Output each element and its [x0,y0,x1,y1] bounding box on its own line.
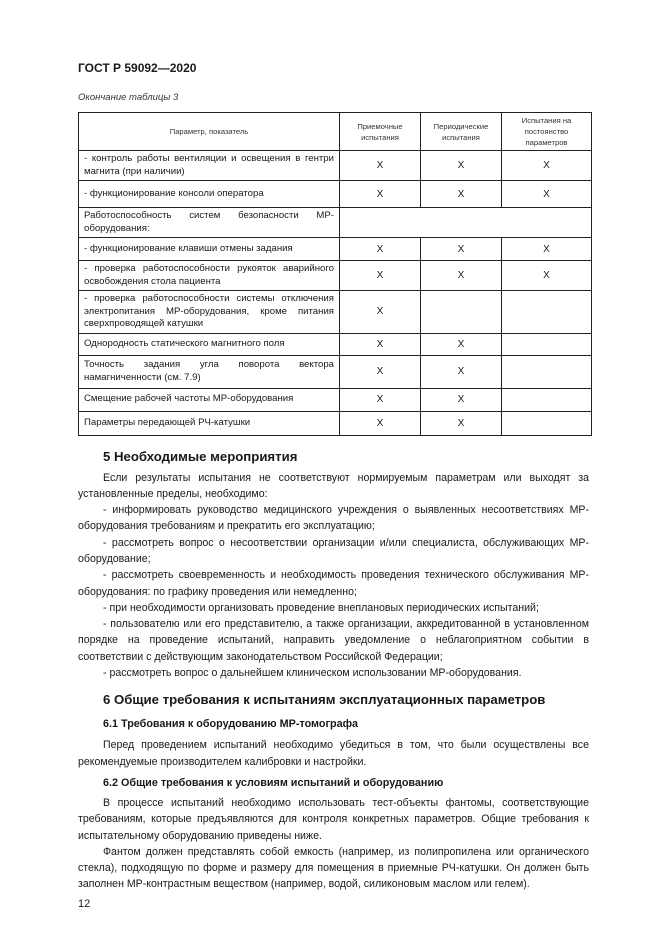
paragraph: Если результаты испытания не соответству… [78,471,589,500]
mark-cell: X [420,332,502,356]
mark-cell [420,290,502,334]
mark-cell: X [339,354,421,389]
mark-cell: X [420,180,502,208]
mark-cell: X [420,354,502,389]
mark-cell [501,290,592,334]
mark-cell: X [420,387,502,412]
param-cell: Работоспособность систем безопасности МР… [78,207,340,238]
table-header-row: Параметр, показатель Приемочные испытани… [78,112,592,151]
mark-cell [501,410,592,436]
paragraph: Перед проведением испытаний необходимо у… [78,739,589,768]
param-cell: - функционирование клавиши отмены задани… [78,237,340,261]
mark-cell: X [339,290,421,334]
paragraph: - информировать руководство медицинского… [78,504,589,533]
mark-cell: X [339,332,421,356]
mark-cell: X [420,150,502,181]
param-cell: Точность задания угла поворота вектора н… [78,354,340,389]
empty-cell [339,207,592,238]
mark-cell: X [420,410,502,436]
section-title: 6 Общие требования к испытаниям эксплуат… [103,692,546,708]
mark-cell: X [501,260,592,291]
paragraph: В процессе испытаний необходимо использо… [78,796,589,842]
mark-cell: X [420,260,502,291]
table-row: - контроль работы вентиляции и освещения… [78,150,592,181]
table-row: - функционирование клавиши отмены задани… [78,237,592,261]
param-cell: Параметры передающей РЧ-катушки [78,410,340,436]
paragraph: - пользователю или его представителю, а … [78,618,589,663]
mark-cell [501,387,592,412]
mark-cell: X [339,410,421,436]
mark-cell: X [501,180,592,208]
mark-cell: X [501,237,592,261]
mark-cell [501,354,592,389]
subsection-title: 6.1 Требования к оборудованию МР-томогра… [103,718,359,731]
requirements-table: Параметр, показатель Приемочные испытани… [78,112,592,436]
column-header: Приемочные испытания [339,112,421,151]
mark-cell: X [339,260,421,291]
param-cell: - проверка работоспособности системы отк… [78,290,340,334]
mark-cell: X [339,237,421,261]
paragraph: - рассмотреть своевременность и необходи… [78,569,589,598]
table-row: Точность задания угла поворота вектора н… [78,354,592,389]
mark-cell: X [501,150,592,181]
paragraph: - рассмотреть вопрос о дальнейшем клинич… [103,667,522,680]
table-row: Смещение рабочей частоты МР-оборудования… [78,387,592,412]
param-cell: Однородность статического магнитного пол… [78,332,340,356]
table-row: Параметры передающей РЧ-катушки X X [78,410,592,436]
mark-cell [501,332,592,356]
subsection-title: 6.2 Общие требования к условиям испытани… [103,776,444,789]
table-row: - проверка работоспособности системы отк… [78,290,592,334]
paragraph: - рассмотреть вопрос о несоответствии ор… [78,536,589,565]
param-cell: - проверка работоспособности рукояток ав… [78,260,340,291]
paragraph: - при необходимости организовать проведе… [103,601,539,614]
document-header: ГОСТ Р 59092—2020 [78,61,197,75]
column-header: Параметр, показатель [78,112,340,151]
paragraph: Фантом должен представлять собой емкость… [78,845,589,891]
column-header: Испытания на постоянство параметров [501,112,592,151]
table-row: - функционирование консоли оператора X X X [78,180,592,208]
section-5: 5 Необходимые мероприятия Если результат… [78,448,589,682]
mark-cell: X [339,387,421,412]
param-cell: - функционирование консоли оператора [78,180,340,208]
section-title: 5 Необходимые мероприятия [103,448,298,464]
table-caption: Окончание таблицы 3 [78,92,179,103]
param-cell: - контроль работы вентиляции и освещения… [78,150,340,181]
mark-cell: X [420,237,502,261]
section-6: 6 Общие требования к испытаниям эксплуат… [78,691,589,892]
table-row: Однородность статического магнитного пол… [78,332,592,356]
column-header: Периодические испытания [420,112,502,151]
table-row: Работоспособность систем безопасности МР… [78,207,592,238]
mark-cell: X [339,150,421,181]
mark-cell: X [339,180,421,208]
page-number: 12 [78,897,91,910]
table-row: - проверка работоспособности рукояток ав… [78,260,592,291]
param-cell: Смещение рабочей частоты МР-оборудования [78,387,340,412]
